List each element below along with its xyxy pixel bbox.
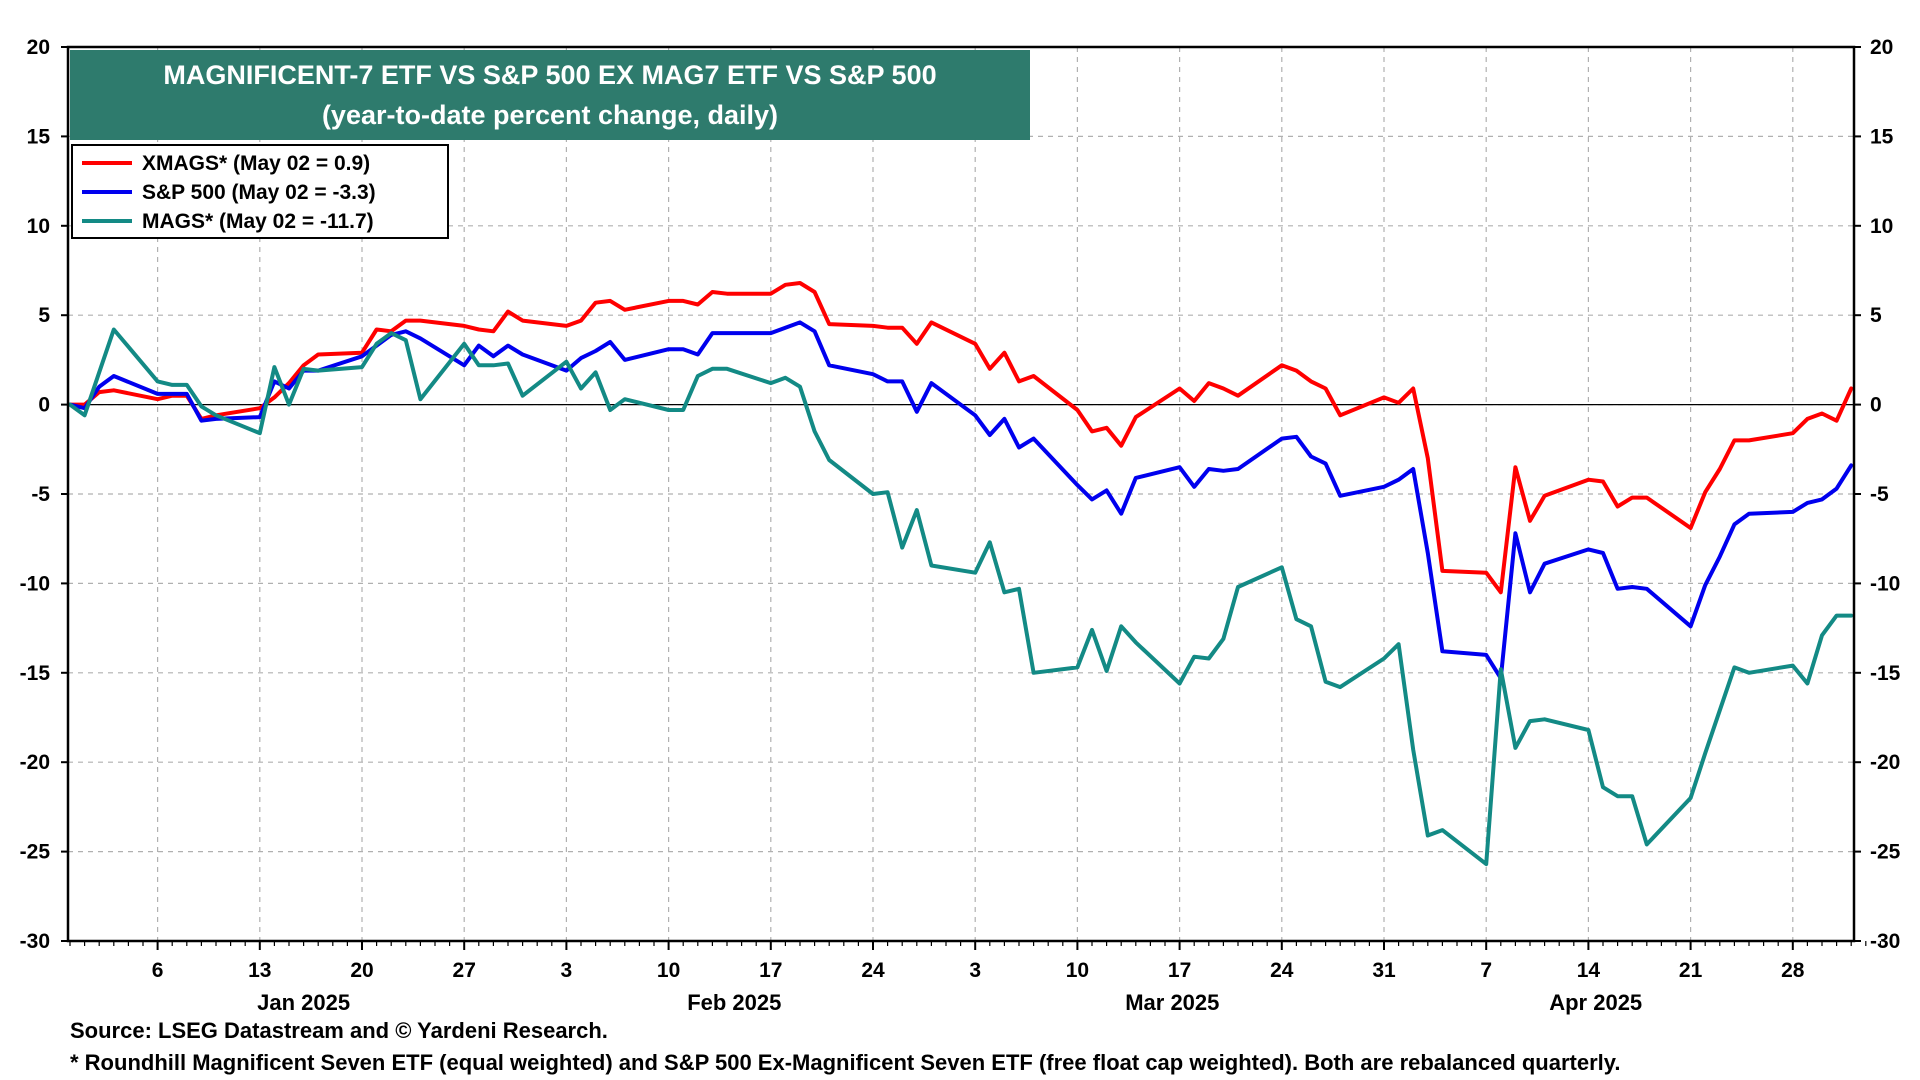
x-tick-label: 13 xyxy=(248,959,271,982)
legend-label: MAGS* (May 02 = -11.7) xyxy=(142,210,374,233)
y-tick-label-right: -5 xyxy=(1870,483,1889,506)
y-tick-label-right: 5 xyxy=(1870,304,1882,327)
x-tick-label: 7 xyxy=(1480,959,1492,982)
month-label: Jan 2025 xyxy=(257,990,350,1015)
y-tick-label-right: -10 xyxy=(1870,572,1900,595)
legend-box xyxy=(71,144,449,239)
x-tick-label: 17 xyxy=(1168,959,1191,982)
y-axis-left: 20 15 10 5 0 -5 -10 -15 -20 -25 -30 xyxy=(20,36,51,953)
title-background xyxy=(70,50,1030,140)
month-label: Feb 2025 xyxy=(687,990,781,1015)
x-tick-label: 20 xyxy=(350,959,373,982)
y-tick-label-left: 0 xyxy=(38,394,50,417)
series-line-mags- xyxy=(68,327,1854,867)
y-tick-label-left: 20 xyxy=(27,36,50,59)
series-layer xyxy=(68,281,1854,867)
y-tick-label-left: -25 xyxy=(20,841,51,864)
chart-subtitle: (year-to-date percent change, daily) xyxy=(322,100,778,130)
y-tick-label-left: -5 xyxy=(31,483,50,506)
y-tick-label-left: 15 xyxy=(27,125,51,148)
x-tick-label: 28 xyxy=(1781,959,1805,982)
x-tick-label: 24 xyxy=(861,959,885,982)
x-tick-label: 3 xyxy=(969,959,981,982)
chart-title: MAGNIFICENT-7 ETF VS S&P 500 EX MAG7 ETF… xyxy=(163,60,936,90)
y-tick-label-left: -15 xyxy=(20,662,51,685)
legend: XMAGS* (May 02 = 0.9) S&P 500 (May 02 = -… xyxy=(71,144,449,239)
x-tick-label: 6 xyxy=(152,959,164,982)
x-tick-label: 27 xyxy=(453,959,476,982)
y-tick-label-right: -30 xyxy=(1870,930,1900,953)
y-tick-label-right: -20 xyxy=(1870,751,1900,774)
x-tick-label: 10 xyxy=(657,959,680,982)
y-tick-label-right: 0 xyxy=(1870,394,1882,417)
y-tick-label-left: 10 xyxy=(27,215,50,238)
x-tick-label: 17 xyxy=(759,959,782,982)
x-tick-label: 10 xyxy=(1066,959,1089,982)
y-tick-label-right: 20 xyxy=(1870,36,1893,59)
axis-ticks xyxy=(61,46,1882,950)
month-label: Mar 2025 xyxy=(1125,990,1219,1015)
series-line-xmags- xyxy=(68,281,1854,595)
x-tick-label: 24 xyxy=(1270,959,1294,982)
y-tick-label-left: -20 xyxy=(20,751,50,774)
y-tick-label-right: 15 xyxy=(1870,125,1894,148)
legend-label: S&P 500 (May 02 = -3.3) xyxy=(142,181,376,204)
x-tick-label: 21 xyxy=(1679,959,1703,982)
legend-label: XMAGS* (May 02 = 0.9) xyxy=(142,152,370,175)
x-tick-label: 14 xyxy=(1577,959,1601,982)
y-axis-right: 20 15 10 5 0 -5 -10 -15 -20 -25 -30 xyxy=(1870,36,1901,953)
footnote: * Roundhill Magnificent Seven ETF (equal… xyxy=(70,1050,1621,1075)
y-tick-label-right: 10 xyxy=(1870,215,1893,238)
month-label: Apr 2025 xyxy=(1549,990,1642,1015)
y-tick-label-left: -10 xyxy=(20,572,50,595)
y-tick-label-right: -15 xyxy=(1870,662,1901,685)
chart-title-box: MAGNIFICENT-7 ETF VS S&P 500 EX MAG7 ETF… xyxy=(70,50,1030,140)
source-note: Source: LSEG Datastream and © Yardeni Re… xyxy=(70,1018,608,1043)
x-tick-label: 31 xyxy=(1372,959,1396,982)
x-axis: 6 13 20 27 3 10 17 24 3 10 17 24 31 7 14 21 28 xyxy=(152,959,1805,982)
y-tick-label-left: -30 xyxy=(20,930,50,953)
y-tick-label-left: 5 xyxy=(38,304,50,327)
month-labels: Jan 2025 Feb 2025 Mar 2025 Apr 2025 xyxy=(257,990,1642,1015)
x-tick-label: 3 xyxy=(561,959,573,982)
y-tick-label-right: -25 xyxy=(1870,841,1901,864)
